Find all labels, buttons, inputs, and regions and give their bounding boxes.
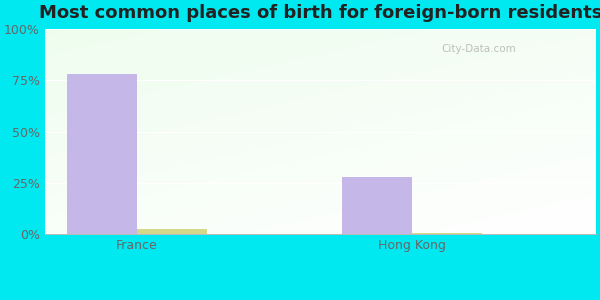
Text: City-Data.com: City-Data.com [442,44,517,54]
Bar [67,74,137,234]
Bar [343,177,412,234]
Bar [137,229,206,234]
Title: Most common places of birth for foreign-born residents: Most common places of birth for foreign-… [38,4,600,22]
Bar [412,233,482,234]
